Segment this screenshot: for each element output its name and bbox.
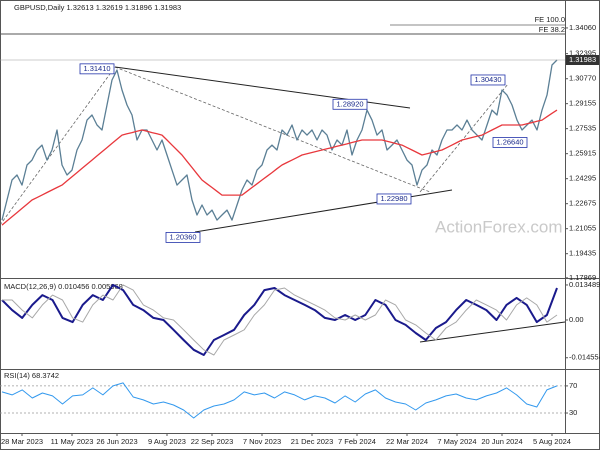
x-tick-label: 22 Mar 2024 [386, 437, 428, 446]
series-line [1, 382, 558, 419]
price-annotation: 1.26640 [496, 137, 523, 146]
price-annotation-box [79, 63, 115, 75]
y-tick-label: 0.00 [569, 315, 584, 324]
y-tick-label: 1.19435 [569, 249, 596, 258]
price-annotation-box [165, 232, 201, 243]
x-tick-label: 7 Nov 2023 [243, 437, 281, 446]
x-tick-label: 28 Mar 2023 [1, 437, 43, 446]
y-tick-label: 70 [569, 381, 577, 390]
y-tick-label: 1.29155 [569, 99, 596, 108]
last-value-tag [566, 54, 599, 65]
y-tick-label: 1.17869 [569, 273, 596, 282]
x-tick-label: 9 Aug 2023 [148, 437, 186, 446]
y-tick-label: 30 [569, 408, 577, 417]
x-tick-label: 20 Jun 2024 [481, 437, 522, 446]
series-line [1, 283, 558, 356]
fib-label: FE 100.0 [535, 15, 565, 24]
y-tick-label: 1.30770 [569, 74, 596, 83]
series-line [1, 59, 558, 221]
watermark: ActionForex.com [435, 217, 563, 236]
price-annotation: 1.20360 [169, 232, 196, 241]
fib-label: FE 38.2 [539, 25, 565, 34]
y-tick-label: 1.21055 [569, 224, 596, 233]
trend-line [0, 66, 116, 226]
price-annotation: 1.28920 [336, 99, 363, 108]
price-annotation-box [376, 193, 412, 205]
y-tick-label: 1.27535 [569, 124, 596, 133]
price-annotation: 1.31410 [83, 64, 110, 73]
y-tick-label: 1.34060 [569, 23, 596, 32]
x-tick-label: 21 Dec 2023 [291, 437, 334, 446]
y-tick-label: 0.013489 [569, 280, 600, 289]
y-tick-label: 1.24295 [569, 174, 596, 183]
trend-line [419, 321, 566, 343]
pane-title: MACD(12,26,9) 0.010456 0.005968 [4, 282, 123, 291]
chart-title: GBPUSD,Daily 1.32613 1.32619 1.31896 1.3… [14, 3, 181, 12]
x-tick-label: 7 Feb 2024 [338, 437, 376, 446]
price-annotation: 1.22980 [380, 194, 407, 203]
price-annotation: 1.30430 [474, 75, 501, 84]
price-annotation-box [332, 98, 368, 110]
y-tick-label: 1.22675 [569, 199, 596, 208]
x-tick-label: 11 May 2023 [51, 437, 94, 446]
x-tick-label: 5 Aug 2024 [533, 437, 571, 446]
y-tick-label: 1.25915 [569, 149, 596, 158]
x-tick-label: 7 May 2024 [437, 437, 476, 446]
pane-title: RSI(14) 68.3742 [4, 371, 59, 380]
x-tick-label: 26 Jun 2023 [96, 437, 137, 446]
trend-line [114, 66, 431, 193]
trend-line [419, 83, 509, 193]
price-annotation-box [470, 74, 506, 86]
series-line [1, 109, 558, 226]
y-tick-label: -0.014554 [569, 353, 600, 362]
y-tick-label: 1.32395 [569, 49, 596, 58]
x-tick-label: 22 Sep 2023 [191, 437, 234, 446]
last-value-label: 1.31983 [569, 55, 596, 64]
price-annotation-box [492, 137, 528, 148]
series-line [2, 284, 558, 356]
